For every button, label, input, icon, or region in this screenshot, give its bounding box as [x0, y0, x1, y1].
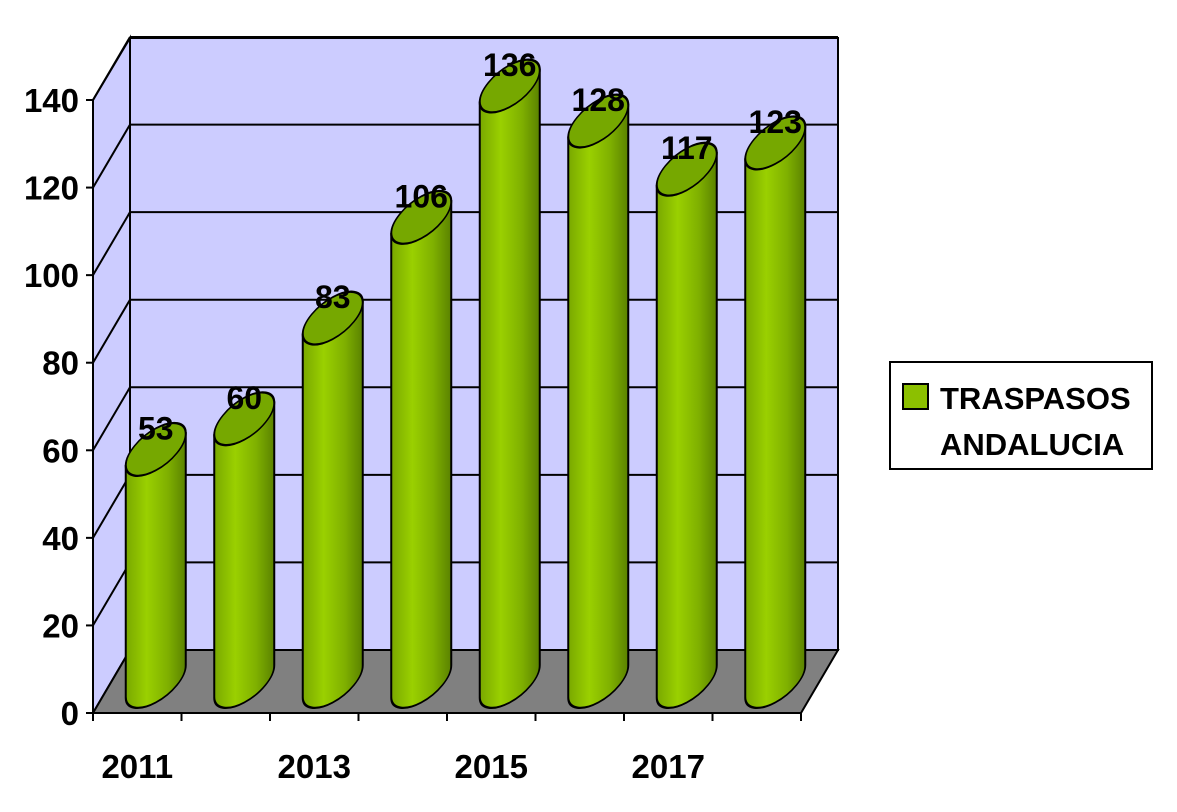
- y-tick-label: 80: [42, 345, 79, 382]
- data-label: 60: [226, 380, 262, 416]
- bar: [567, 93, 630, 709]
- grid-line-side: [92, 561, 131, 626]
- side-wall: [92, 34, 131, 717]
- bar-top: [478, 58, 541, 114]
- axes: 0 20 40 60 80 100 120 140 2011 2013 2015 2017: [24, 82, 802, 785]
- bar-body: [567, 103, 630, 709]
- data-label: 123: [749, 104, 802, 140]
- legend-label-line-1: TRASPASOS: [940, 381, 1131, 416]
- legend-label-line-2: ANDALUCIA: [940, 427, 1124, 462]
- bar: [390, 189, 453, 709]
- bar-body: [213, 401, 276, 709]
- bar: [124, 421, 187, 709]
- y-tick-label: 20: [42, 607, 79, 644]
- legend: TRASPASOS ANDALUCIA: [889, 361, 1153, 470]
- grid-line-side: [92, 211, 131, 276]
- grid-line-side: [92, 36, 131, 101]
- bar-body: [124, 431, 187, 709]
- data-label: 106: [395, 178, 448, 214]
- data-label: 53: [138, 410, 174, 446]
- grid-line-side: [92, 124, 131, 189]
- bar-top: [301, 290, 364, 346]
- data-labels: 53 60 83 106 136 128 117 123: [138, 47, 802, 446]
- bar: [744, 115, 807, 709]
- y-tick-label: 120: [24, 170, 79, 207]
- bar-top: [390, 189, 453, 245]
- grid-line-side: [92, 386, 131, 451]
- bar-body: [301, 300, 364, 709]
- x-tick-label: 2013: [278, 748, 351, 785]
- bar-top: [744, 115, 807, 171]
- plot-walls: [91, 34, 840, 717]
- x-tick-label: 2017: [632, 748, 705, 785]
- bar-body: [655, 151, 718, 709]
- bar-top: [124, 421, 187, 477]
- grid-line-side: [92, 299, 131, 364]
- data-label: 136: [483, 47, 536, 83]
- bar: [478, 58, 541, 709]
- bars: [124, 58, 807, 709]
- data-label: 117: [661, 130, 713, 166]
- bar: [655, 141, 718, 709]
- bar: [213, 391, 276, 709]
- grid-line-side: [92, 474, 131, 539]
- bar-body: [744, 125, 807, 709]
- y-tick-label: 60: [42, 432, 79, 469]
- bar: [301, 290, 364, 709]
- data-label: 83: [315, 279, 351, 315]
- data-label: 128: [572, 82, 625, 118]
- x-tick-label: 2015: [455, 748, 528, 785]
- bar-top: [213, 391, 276, 447]
- bar-body: [478, 68, 541, 709]
- legend-swatch: [902, 383, 929, 410]
- x-tick-label: 2011: [101, 748, 173, 785]
- bar-top: [655, 141, 718, 197]
- floor: [91, 649, 840, 714]
- y-tick-label: 40: [42, 520, 79, 557]
- bar-top: [567, 93, 630, 149]
- y-tick-label: 140: [24, 82, 79, 119]
- y-tick-label: 0: [61, 695, 79, 732]
- legend-box: [889, 361, 1153, 470]
- y-tick-label: 100: [24, 257, 79, 294]
- bar-body: [390, 199, 453, 709]
